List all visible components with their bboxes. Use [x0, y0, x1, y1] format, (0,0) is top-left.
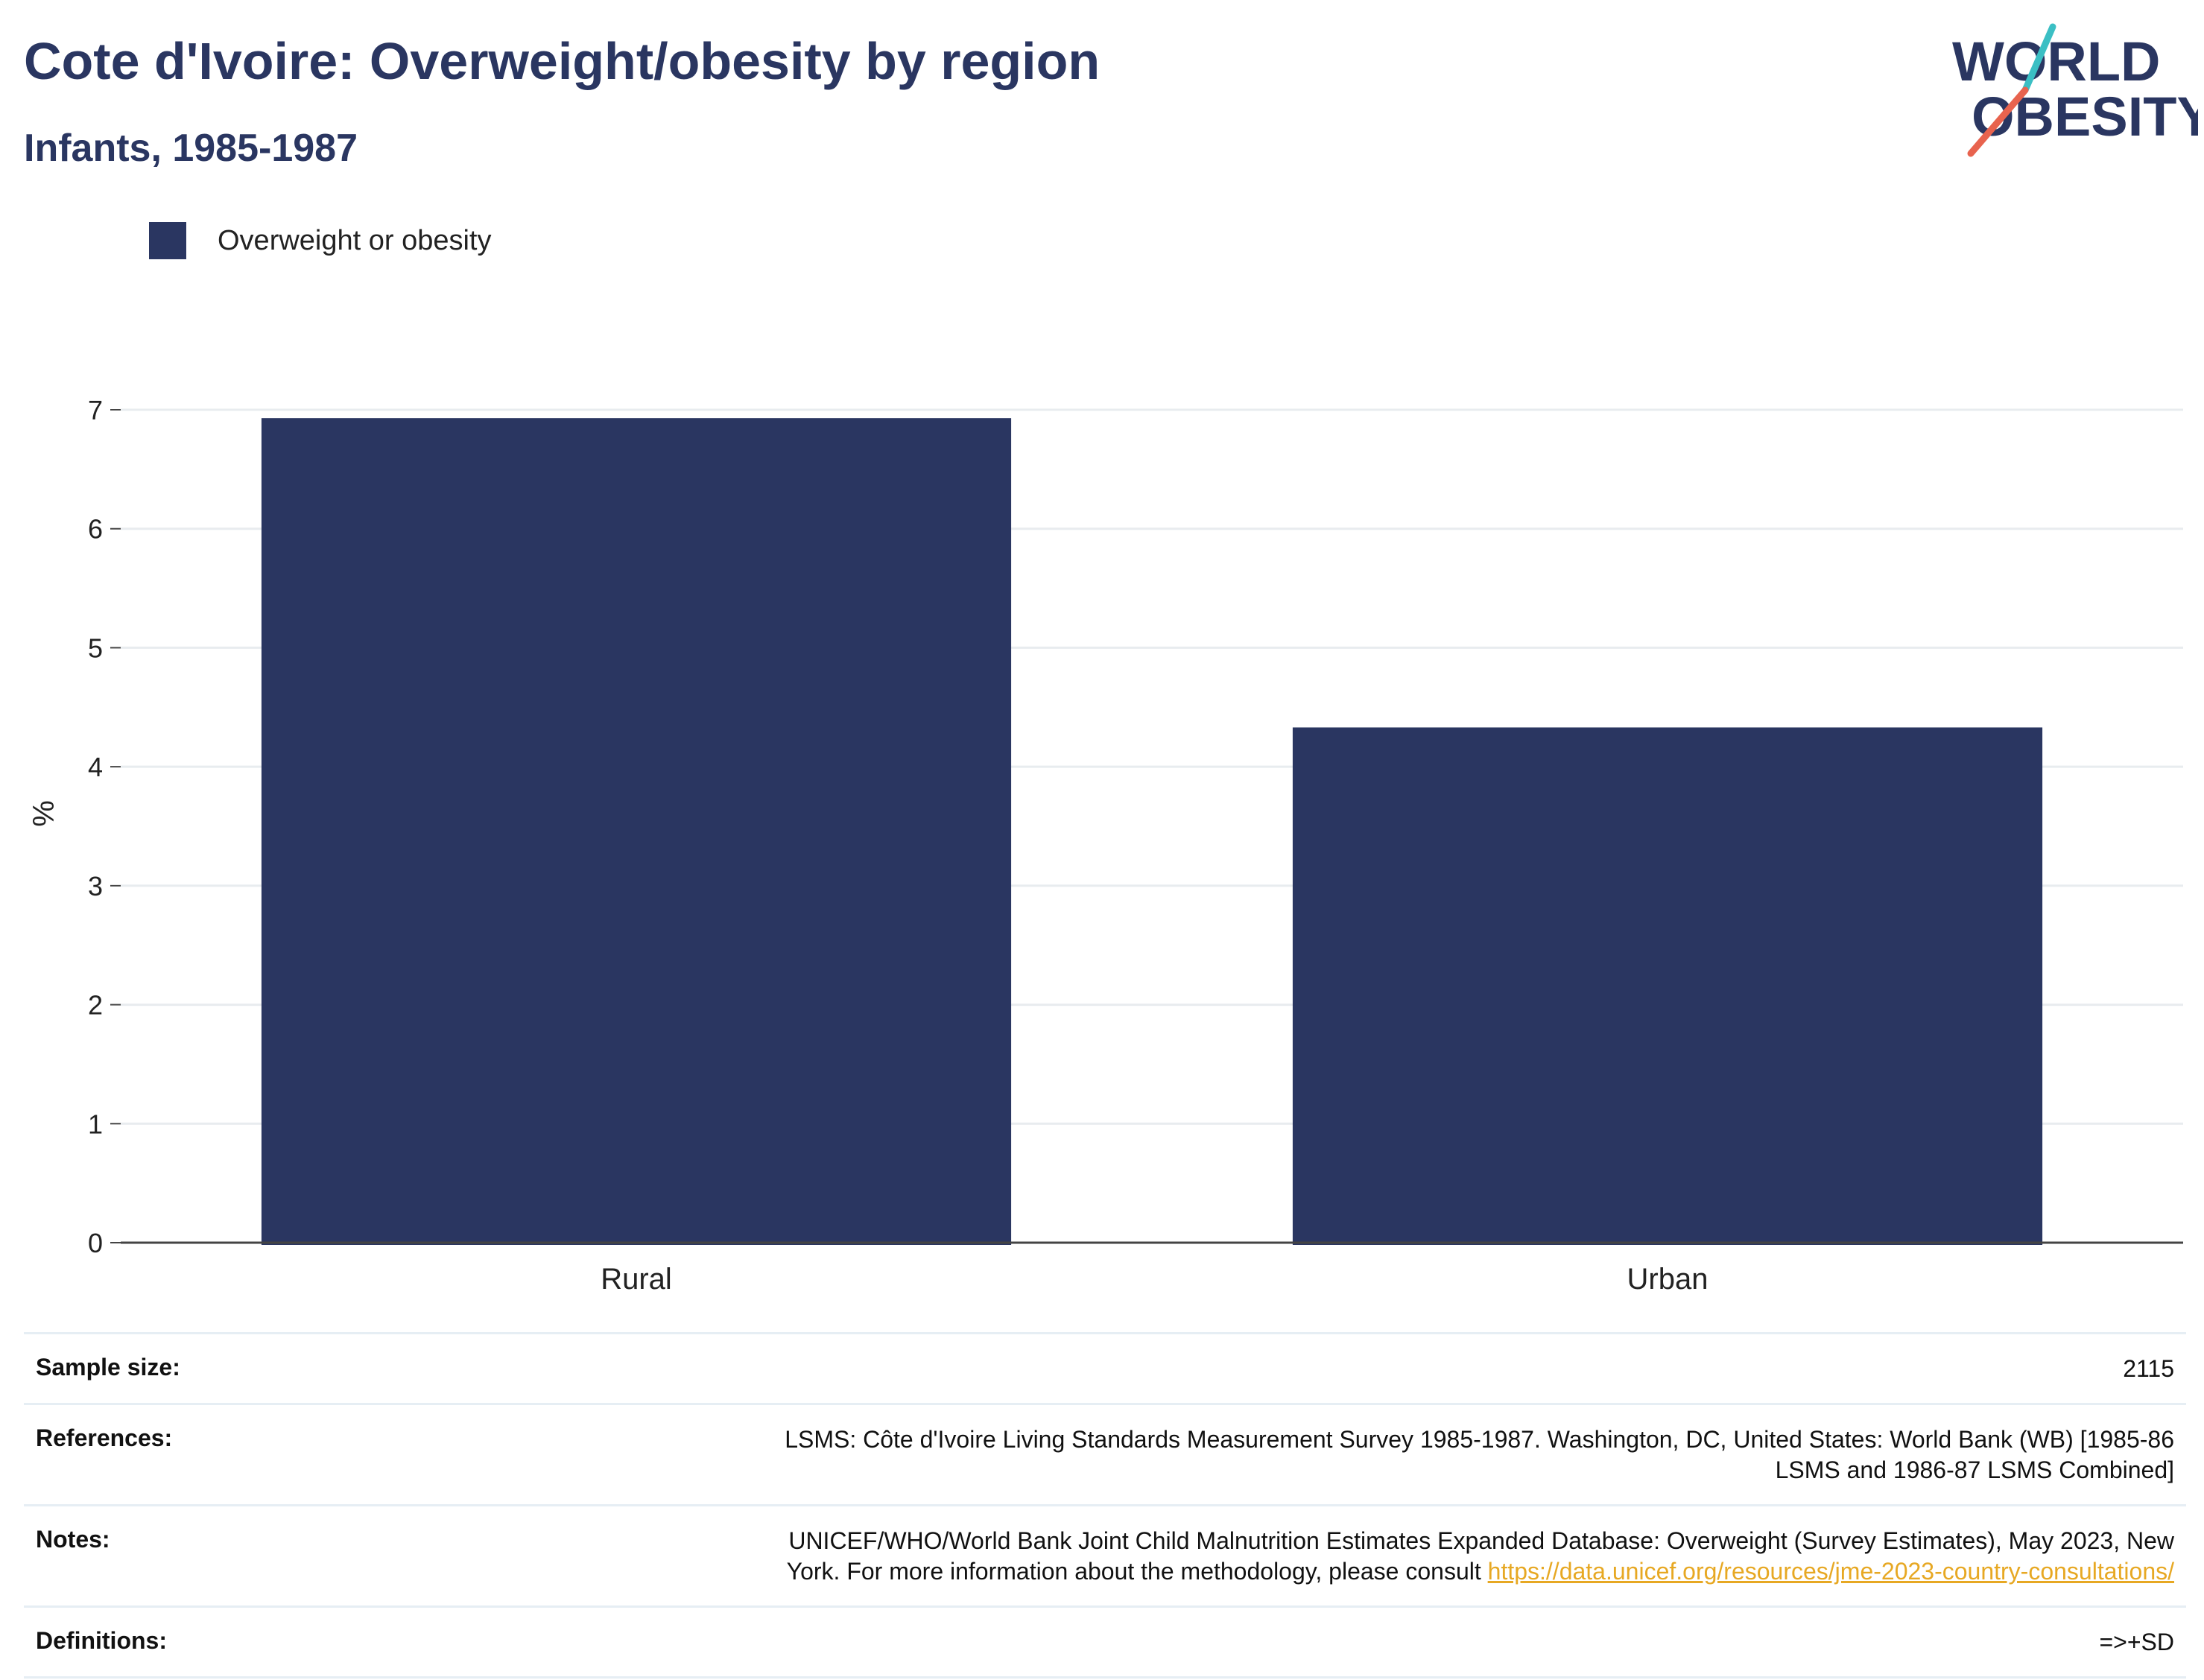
legend-label: Overweight or obesity [218, 224, 492, 256]
y-tick-label: 1 [88, 1109, 103, 1139]
info-row-definitions: Definitions: =>+SD [24, 1605, 2186, 1679]
logo-slash-teal [2021, 23, 2056, 94]
notes-value: UNICEF/WHO/World Bank Joint Child Malnut… [787, 1526, 2174, 1588]
sample-size-label: Sample size: [36, 1354, 180, 1381]
chart-title: Cote d'Ivoire: Overweight/obesity by reg… [24, 32, 1101, 90]
legend[interactable]: Overweight or obesity [149, 222, 492, 259]
world-obesity-logo: WORLD OBESITY [1952, 23, 2198, 157]
references-line-1: LSMS: Côte d'Ivoire Living Standards Mea… [785, 1425, 2174, 1453]
references-line-2: LSMS and 1986-87 LSMS Combined] [1775, 1456, 2174, 1484]
info-row-sample-size: Sample size: 2115 [24, 1332, 2186, 1403]
y-tick-label: 0 [88, 1228, 103, 1258]
y-tick-label: 3 [88, 871, 103, 901]
logo-text-world: WORLD [1952, 31, 2161, 92]
notes-label: Notes: [36, 1525, 110, 1553]
logo-text-obesity: OBESITY [1972, 86, 2198, 148]
y-tick-label: 2 [88, 990, 103, 1021]
y-tick-label: 4 [88, 752, 103, 782]
bar-rural[interactable] [261, 418, 1012, 1246]
notes-line-1: UNICEF/WHO/World Bank Joint Child Malnut… [788, 1527, 2174, 1554]
bar-urban[interactable] [1292, 727, 2043, 1245]
methodology-link[interactable]: https://data.unicef.org/resources/jme-20… [1487, 1558, 2174, 1585]
references-label: References: [36, 1424, 173, 1451]
info-table: Sample size: 2115 References: LSMS: Côte… [24, 1332, 2186, 1679]
sample-size-value: 2115 [2123, 1355, 2174, 1382]
definitions-label: Definitions: [36, 1626, 167, 1654]
x-tick-label: Urban [1627, 1263, 1709, 1296]
y-tick-label: 7 [88, 395, 103, 425]
x-tick-label: Rural [601, 1263, 672, 1296]
y-tick-label: 6 [88, 514, 103, 545]
notes-line-2: York. For more information about the met… [786, 1558, 1481, 1585]
bar-chart: 0 1 2 3 4 5 6 7 Rural Urban % [28, 395, 2183, 1296]
references-value: LSMS: Côte d'Ivoire Living Standards Mea… [785, 1424, 2174, 1486]
info-row-references: References: LSMS: Côte d'Ivoire Living S… [24, 1402, 2186, 1504]
axes: 0 1 2 3 4 5 6 7 Rural Urban [88, 395, 2183, 1296]
legend-swatch [149, 222, 186, 259]
y-axis-title: % [28, 800, 60, 827]
definitions-value: =>+SD [2099, 1628, 2174, 1655]
info-row-notes: Notes: UNICEF/WHO/World Bank Joint Child… [24, 1503, 2186, 1605]
chart-subtitle: Infants, 1985-1987 [24, 127, 358, 170]
logo-slash-coral [1967, 86, 2029, 157]
y-tick-label: 5 [88, 633, 103, 663]
bars [261, 418, 2043, 1246]
